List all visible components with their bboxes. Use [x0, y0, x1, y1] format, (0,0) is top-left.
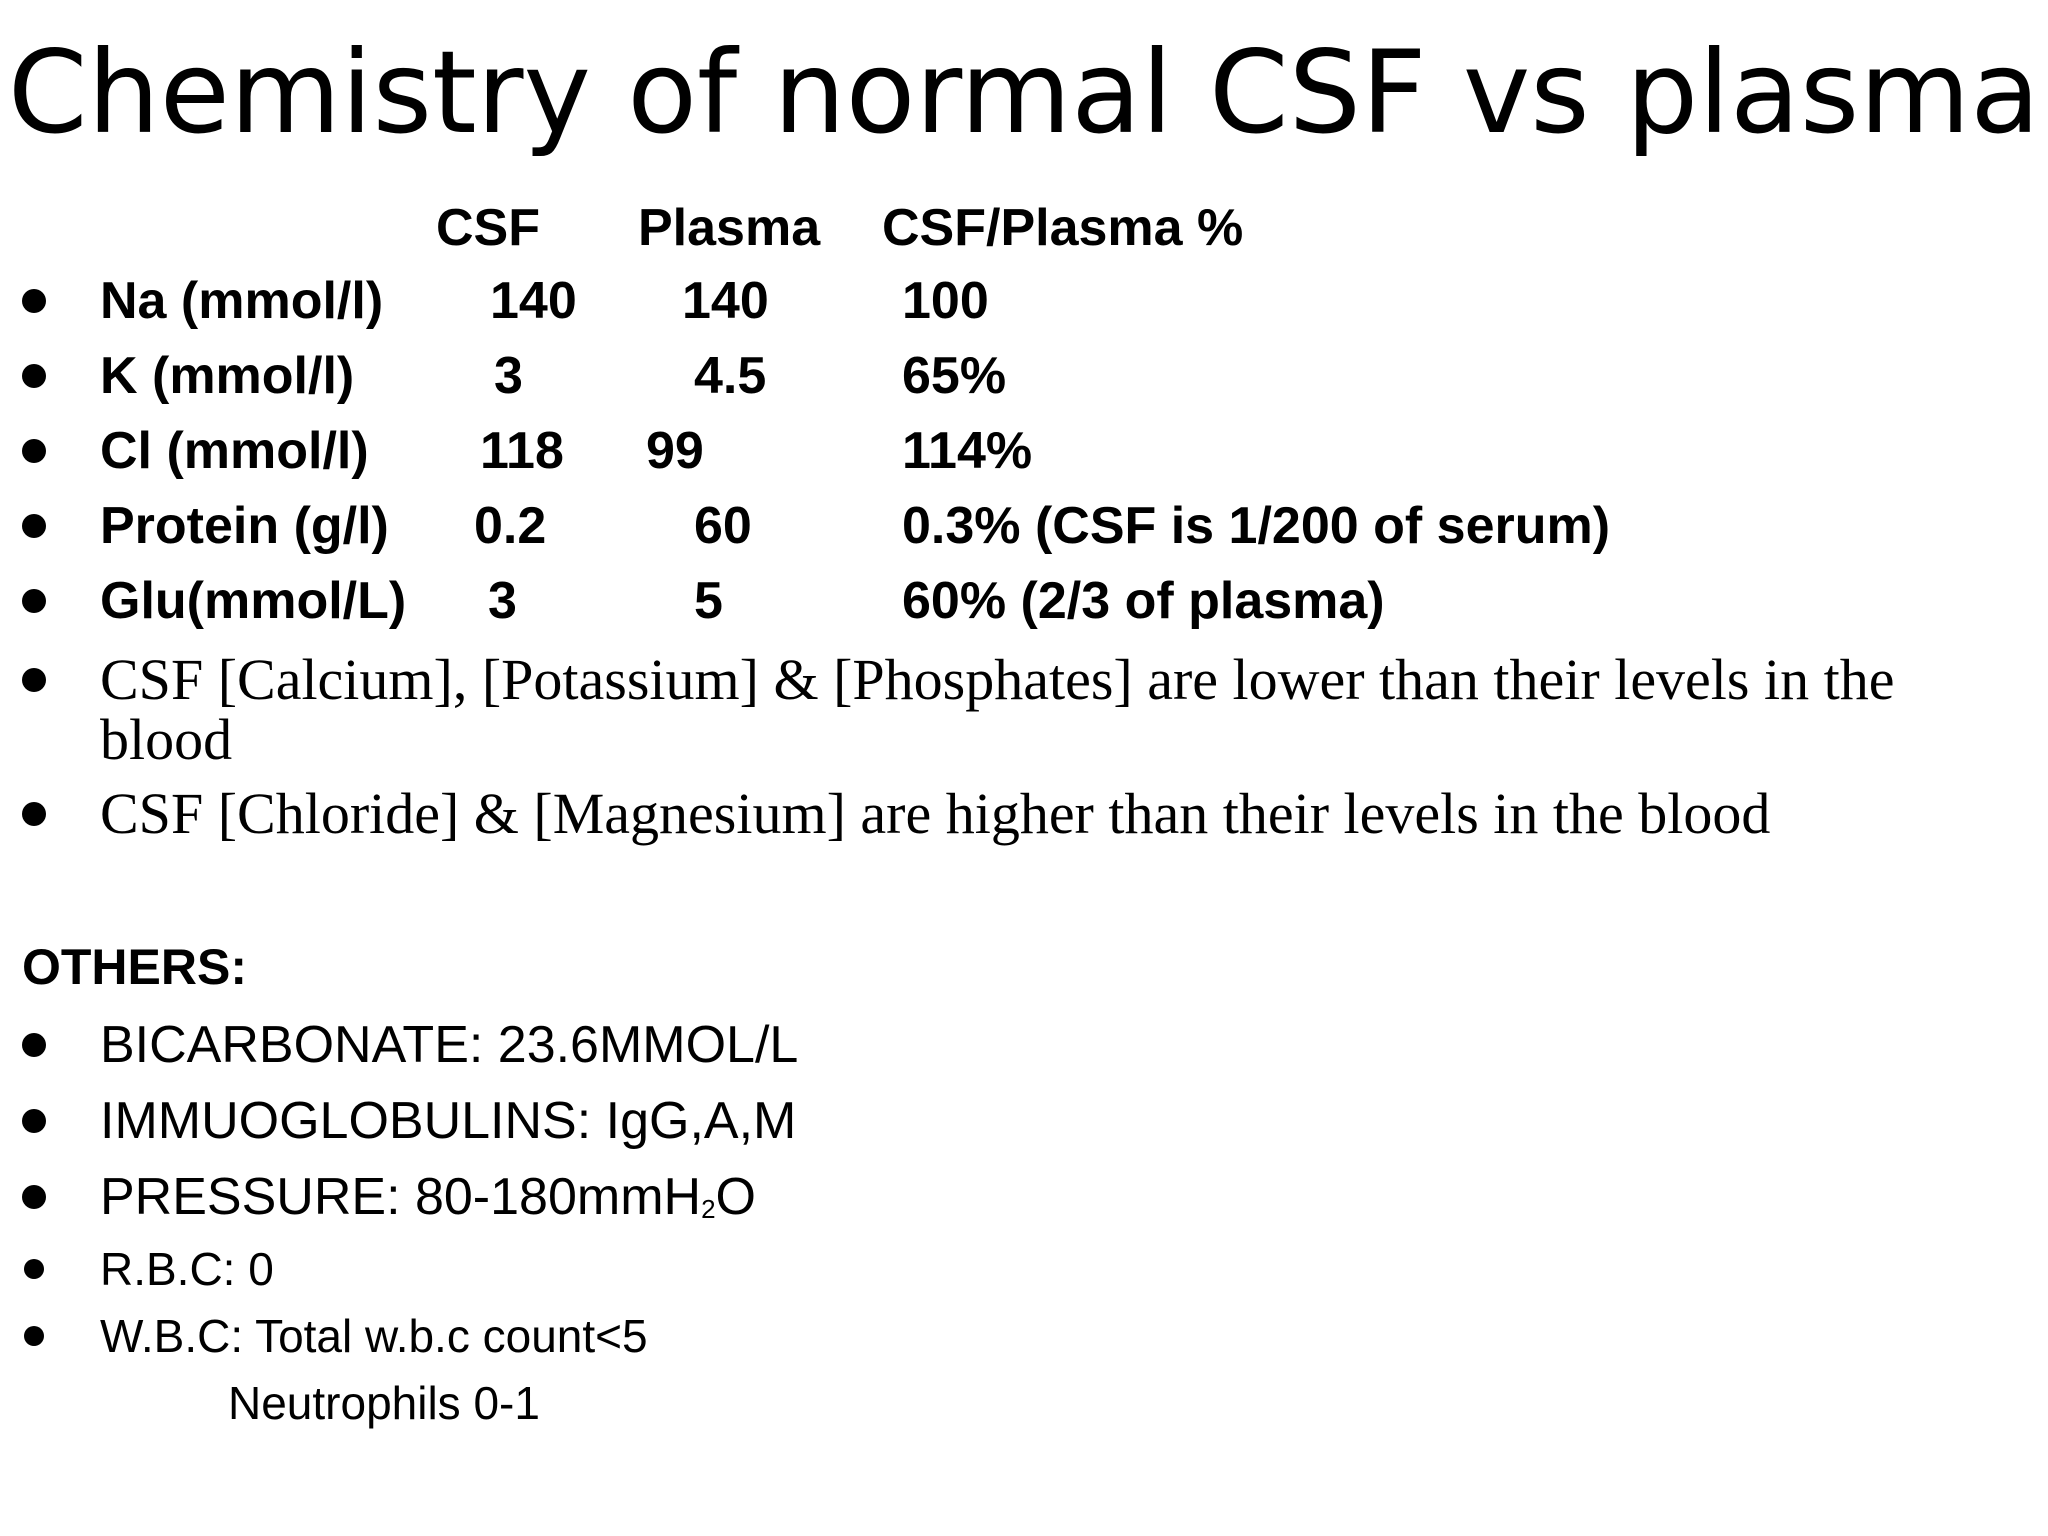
row-ratio: 65%: [902, 347, 1007, 405]
row-csf: 118: [480, 422, 564, 480]
row-plasma: 60: [694, 497, 752, 555]
row-label: Na (mmol/l): [100, 272, 384, 330]
row-plasma: 5: [694, 572, 723, 630]
bullet-icon: [22, 289, 46, 313]
row-csf: 0.2: [474, 497, 547, 555]
others-heading: OTHERS:: [22, 939, 247, 995]
row-csf: 3: [494, 347, 523, 405]
bullet-icon: [22, 1033, 46, 1057]
row-ratio: 0.3% (CSF is 1/200 of serum): [902, 497, 1611, 555]
neutrophils-item: Neutrophils 0-1: [228, 1377, 540, 1429]
bullet-icon: [22, 1185, 46, 1209]
row-plasma: 140: [682, 272, 769, 330]
pressure-item: PRESSURE: 80-180mmH2O: [100, 1162, 756, 1244]
row-ratio: 100: [902, 272, 989, 330]
bullet-icon: [22, 668, 46, 692]
pressure-prefix: PRESSURE: 80-180mmH: [100, 1168, 702, 1226]
row-label: Protein (g/l): [100, 497, 389, 555]
bullet-icon: [22, 802, 46, 826]
pressure-subscript: 2: [701, 1194, 716, 1224]
wbc-item: W.B.C: Total w.b.c count<5: [100, 1310, 648, 1362]
header-csf: CSF: [436, 199, 540, 257]
row-plasma: 99: [646, 422, 704, 480]
header-ratio: CSF/Plasma %: [882, 199, 1244, 257]
bullet-icon: [22, 589, 46, 613]
row-csf: 3: [488, 572, 517, 630]
table-row: Cl (mmol/l) 118 99 114%: [0, 416, 2048, 486]
bullet-icon: [22, 1109, 46, 1133]
immunoglobulins-item: IMMUOGLOBULINS: IgG,A,M: [100, 1092, 797, 1150]
row-csf: 140: [490, 272, 577, 330]
row-label: Glu(mmol/L): [100, 572, 407, 630]
bullet-icon: [22, 514, 46, 538]
row-plasma: 4.5: [694, 347, 767, 405]
note-lower-levels: CSF [Calcium], [Potassium] & [Phosphates…: [100, 647, 1895, 772]
row-ratio: 60% (2/3 of plasma): [902, 572, 1385, 630]
header-plasma: Plasma: [638, 199, 821, 257]
bullet-icon: [22, 439, 46, 463]
bullet-icon: [24, 1326, 44, 1346]
table-row: K (mmol/l) 3 4.5 65%: [0, 341, 2048, 411]
pressure-suffix: O: [715, 1168, 756, 1226]
table-row: Glu(mmol/L) 3 5 60% (2/3 of plasma): [0, 566, 2048, 636]
note-higher-levels: CSF [Chloride] & [Magnesium] are higher …: [100, 781, 1771, 846]
row-ratio: 114%: [902, 422, 1033, 480]
bullet-icon: [22, 364, 46, 388]
slide-title: Chemistry of normal CSF vs plasma: [7, 26, 2041, 159]
bullet-icon: [24, 1259, 44, 1279]
rbc-item: R.B.C: 0: [100, 1243, 274, 1295]
table-row: Protein (g/l) 0.2 60 0.3% (CSF is 1/200 …: [0, 491, 2048, 561]
bicarbonate-item: BICARBONATE: 23.6MMOL/L: [100, 1016, 799, 1074]
row-label: Cl (mmol/l): [100, 422, 369, 480]
table-row: Na (mmol/l) 140 140 100: [0, 266, 2048, 336]
row-label: K (mmol/l): [100, 347, 355, 405]
